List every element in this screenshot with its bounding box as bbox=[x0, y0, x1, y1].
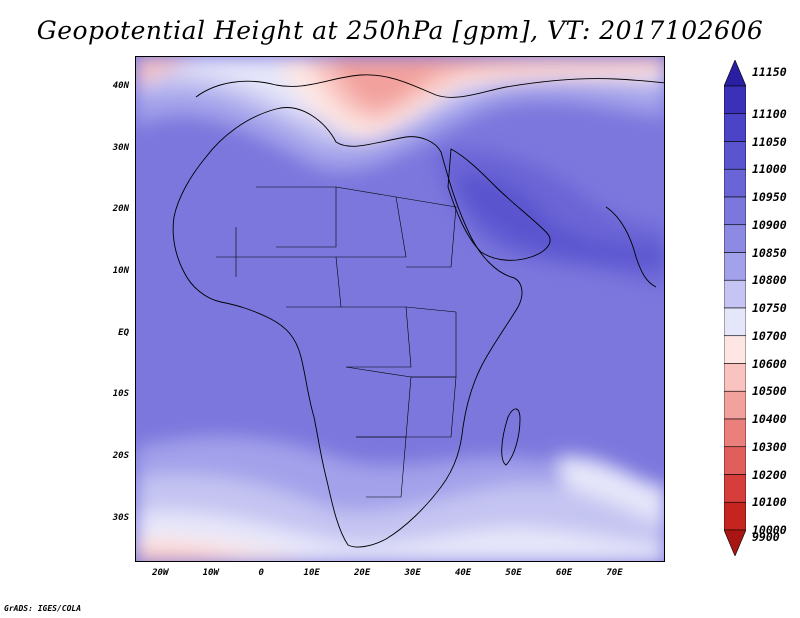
longitude-tick-label: 70E bbox=[606, 568, 623, 578]
longitude-tick-label: 20E bbox=[354, 568, 371, 578]
longitude-tick-label: 50E bbox=[505, 568, 522, 578]
colorbar-label: 10900 bbox=[752, 217, 787, 232]
colorbar-label: 10100 bbox=[752, 495, 787, 510]
colorbar-label: 9900 bbox=[752, 529, 780, 544]
arabian-peninsula bbox=[447, 148, 551, 261]
colorbar-label: 10700 bbox=[752, 328, 787, 343]
longitude-tick-label: 10W bbox=[202, 568, 219, 578]
chart-title: Geopotential Height at 250hPa [gpm], VT:… bbox=[36, 16, 764, 45]
colorbar-swatch bbox=[724, 529, 746, 556]
colorbar-swatch bbox=[724, 60, 746, 87]
longitude-tick-label: 40E bbox=[454, 568, 472, 578]
colorbar-label: 10950 bbox=[752, 190, 787, 204]
africa-coastline bbox=[172, 107, 523, 548]
latitude-tick-label: 20N bbox=[112, 204, 129, 215]
colorbar-swatch bbox=[724, 168, 746, 198]
latitude-tick-label: 40N bbox=[112, 80, 129, 91]
colorbar-label: 10000 bbox=[752, 523, 787, 537]
colorbar-label: 10200 bbox=[752, 467, 787, 482]
latitude-tick-label: EQ bbox=[118, 327, 129, 338]
colorbar-swatch bbox=[724, 363, 746, 392]
colorbar-label: 10600 bbox=[752, 356, 787, 371]
longitude-tick-label: 30E bbox=[404, 568, 421, 578]
colorbar-label: 10400 bbox=[752, 412, 787, 426]
colorbar bbox=[724, 60, 746, 556]
colorbar-swatch bbox=[724, 501, 746, 531]
colorbar-swatch bbox=[724, 418, 746, 448]
europe-coast bbox=[195, 74, 664, 98]
colorbar-swatch bbox=[724, 474, 746, 503]
colorbar-swatch bbox=[724, 279, 746, 309]
colorbar-label: 10500 bbox=[752, 384, 787, 399]
colorbar-swatch bbox=[724, 224, 746, 253]
colorbar-label: 10850 bbox=[752, 245, 787, 260]
colorbar-label: 11050 bbox=[752, 134, 787, 149]
height-field bbox=[136, 57, 664, 561]
colorbar-label: 10800 bbox=[752, 273, 787, 288]
latitude-tick-label: 10N bbox=[112, 265, 129, 276]
longitude-tick-label: 60E bbox=[555, 568, 573, 578]
latitude-tick-label: 30N bbox=[112, 142, 129, 153]
colorbar-label: 10750 bbox=[752, 301, 787, 315]
colorbar-swatch bbox=[724, 390, 746, 420]
colorbar-label: 11000 bbox=[752, 162, 787, 177]
latitude-tick-label: 30S bbox=[112, 512, 129, 523]
latitude-tick-label: 10S bbox=[112, 389, 129, 400]
credit-text: GrADS: IGES/COLA bbox=[4, 604, 82, 613]
map-svg bbox=[136, 57, 664, 561]
colorbar-label: 10300 bbox=[752, 439, 787, 454]
colorbar-swatch bbox=[724, 113, 746, 142]
longitude-tick-label: 0 bbox=[258, 568, 264, 578]
latitude-tick-label: 20S bbox=[112, 451, 129, 462]
colorbar-swatch bbox=[724, 335, 746, 364]
colorbar-swatch bbox=[724, 141, 746, 170]
colorbar-swatch bbox=[724, 252, 746, 281]
longitude-tick-label: 10E bbox=[303, 568, 320, 578]
colorbar-swatch bbox=[724, 85, 746, 115]
colorbar-label: 11100 bbox=[752, 106, 787, 121]
india-coast bbox=[605, 206, 657, 288]
colorbar-label: 11150 bbox=[752, 65, 787, 79]
madagascar bbox=[501, 408, 521, 466]
coastlines bbox=[172, 74, 664, 548]
country-borders bbox=[216, 186, 457, 498]
colorbar-swatch bbox=[724, 307, 746, 337]
map-plot-area[interactable] bbox=[135, 56, 665, 562]
colorbar-swatch bbox=[724, 196, 746, 226]
colorbar-swatch bbox=[724, 446, 746, 475]
longitude-tick-label: 20W bbox=[152, 568, 169, 578]
